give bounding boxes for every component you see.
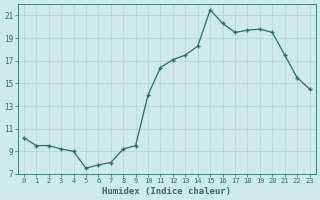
X-axis label: Humidex (Indice chaleur): Humidex (Indice chaleur) [102,187,231,196]
